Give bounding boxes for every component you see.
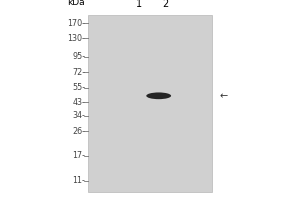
Text: 2: 2 xyxy=(162,0,168,9)
Text: 95-: 95- xyxy=(72,52,85,61)
Text: 34-: 34- xyxy=(72,111,85,120)
Text: 55-: 55- xyxy=(72,83,85,92)
Text: 11-: 11- xyxy=(72,176,85,185)
Text: 72-: 72- xyxy=(72,68,85,77)
Text: 1: 1 xyxy=(136,0,142,9)
Text: 17-: 17- xyxy=(72,151,85,160)
Text: kDa: kDa xyxy=(68,0,85,7)
Text: ←: ← xyxy=(220,91,228,101)
Text: 26-: 26- xyxy=(72,127,85,136)
Text: 170-: 170- xyxy=(67,19,85,28)
Text: 43-: 43- xyxy=(72,98,85,107)
Text: 130-: 130- xyxy=(68,34,85,43)
